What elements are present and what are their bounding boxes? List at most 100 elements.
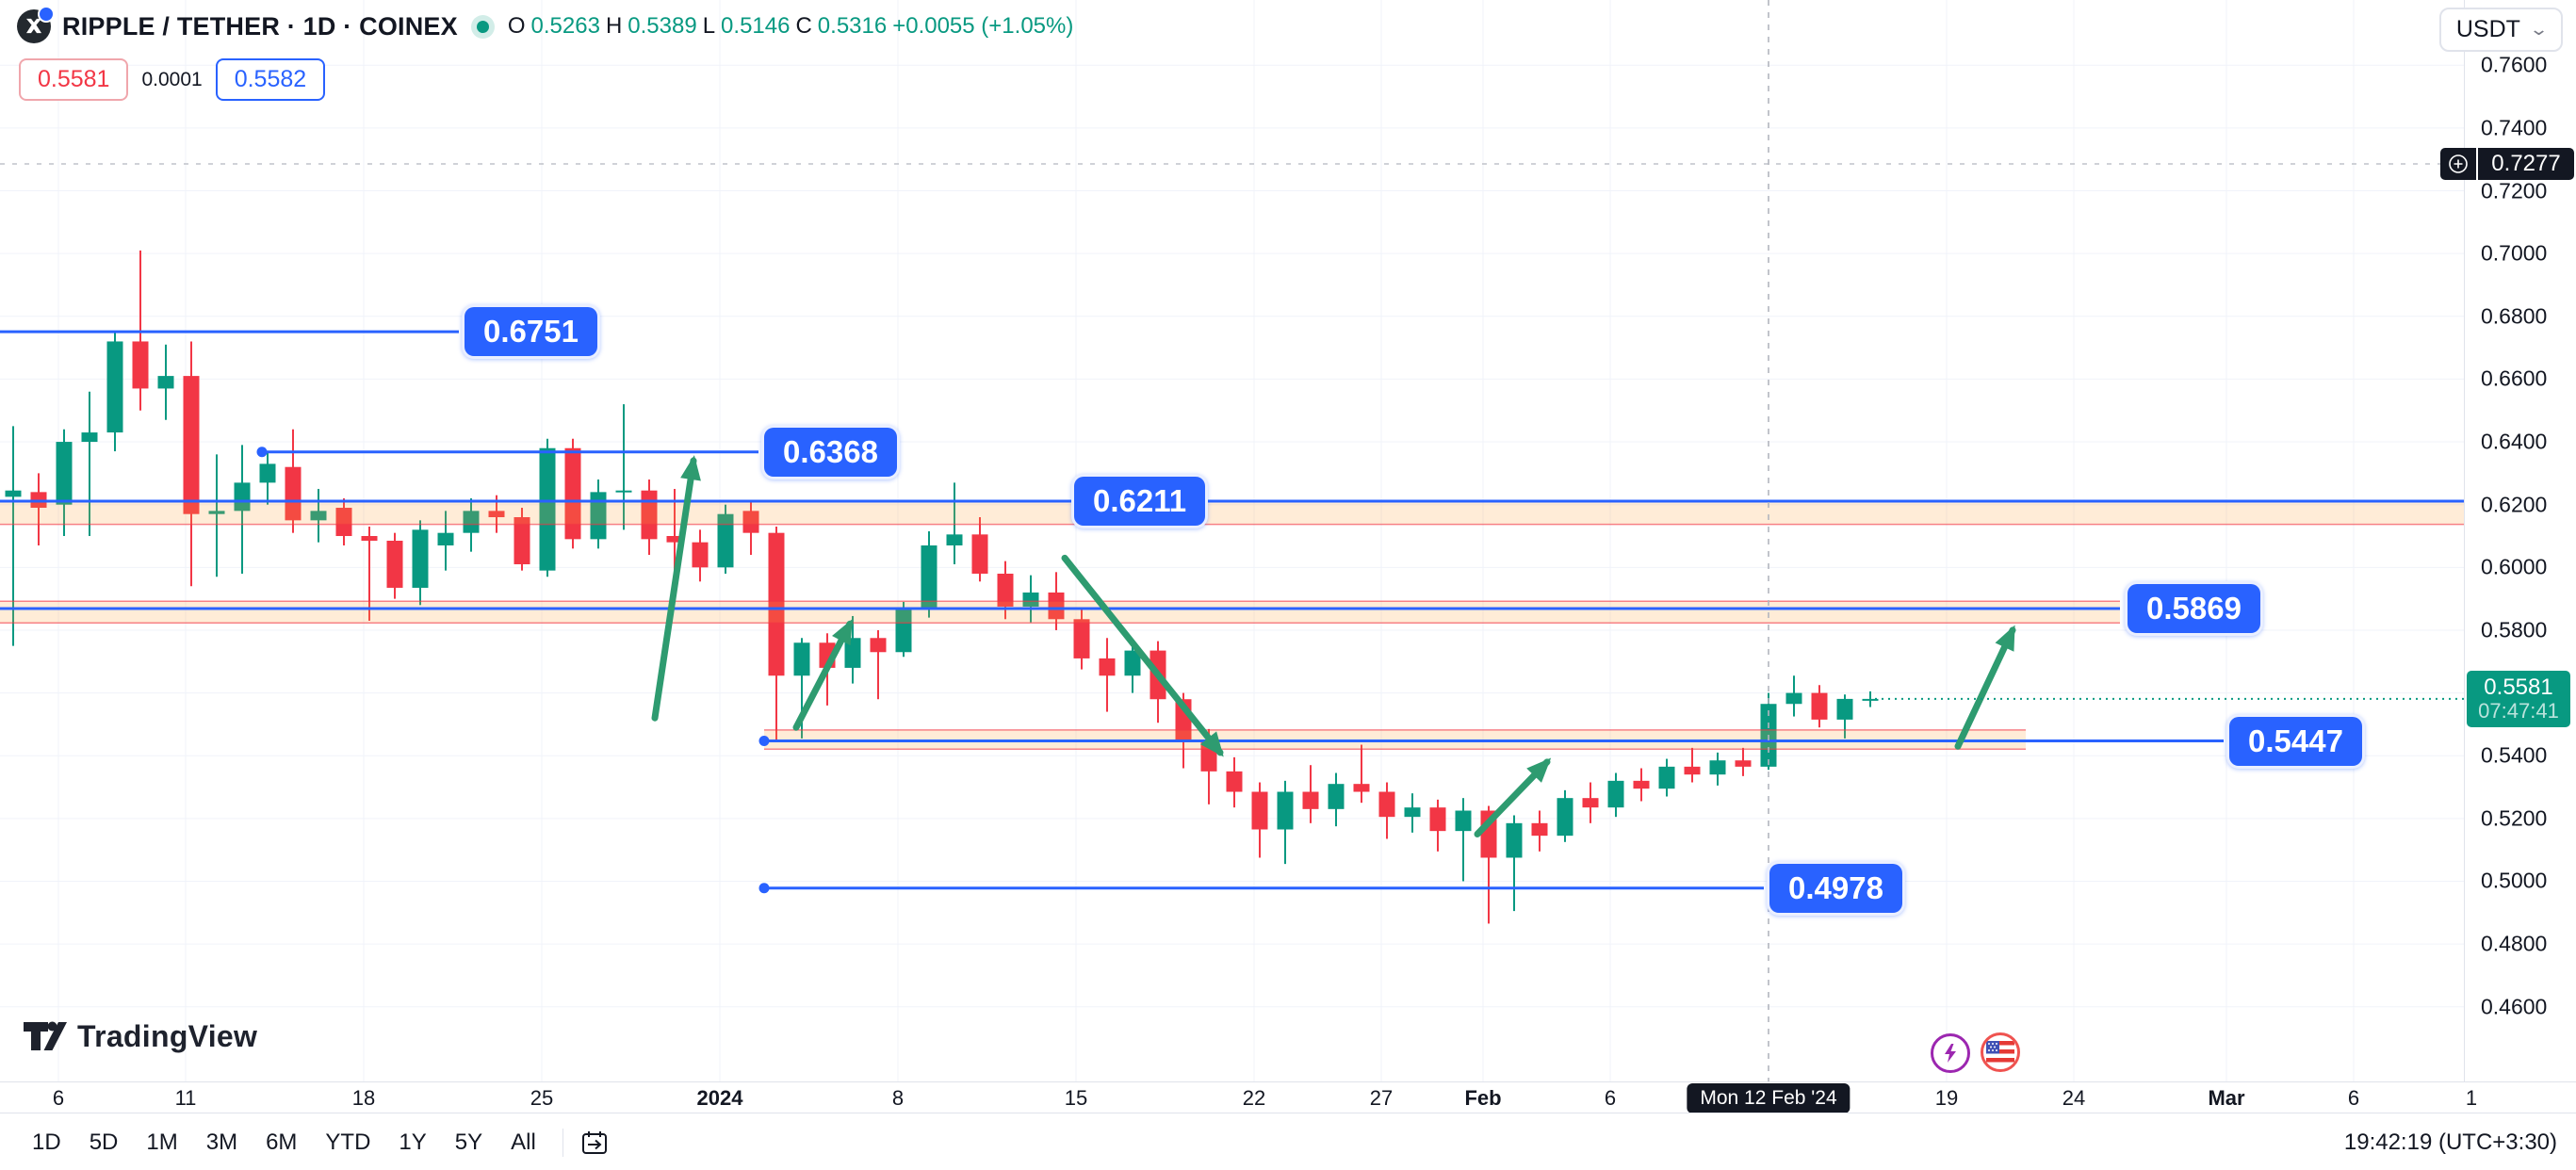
range-button-6m[interactable]: 6M xyxy=(266,1129,298,1155)
level-anchor-dot[interactable] xyxy=(758,736,770,747)
range-button-1y[interactable]: 1Y xyxy=(399,1129,427,1155)
range-button-1d[interactable]: 1D xyxy=(32,1129,61,1155)
price-tick-label: 0.7000 xyxy=(2481,240,2548,266)
candle-body xyxy=(1633,780,1650,789)
candle-body xyxy=(564,447,581,540)
candle-body xyxy=(1048,592,1065,620)
time-tick-label: 24 xyxy=(2062,1086,2086,1110)
candle-body xyxy=(106,341,123,433)
candle-body xyxy=(1277,791,1294,830)
candle-body xyxy=(234,482,251,512)
price-level-badge[interactable]: 0.6751 xyxy=(462,304,600,360)
time-tick-label: 8 xyxy=(891,1086,905,1110)
range-button-3m[interactable]: 3M xyxy=(205,1129,238,1155)
range-button-all[interactable]: All xyxy=(511,1129,536,1155)
price-tick-label: 0.6400 xyxy=(2481,429,2548,454)
crosshair-price-badge: 0.7277 xyxy=(2440,148,2574,180)
range-button-5y[interactable]: 5Y xyxy=(454,1129,483,1155)
candle-body xyxy=(157,376,174,389)
candle-body xyxy=(1404,807,1421,818)
market-status-icon[interactable] xyxy=(476,20,489,33)
range-button-ytd[interactable]: YTD xyxy=(325,1129,371,1155)
clock-utc-label[interactable]: 19:42:19 (UTC+3:30) xyxy=(2343,1129,2557,1155)
candle-body xyxy=(1429,807,1446,832)
candle-body xyxy=(717,513,734,568)
tradingview-watermark[interactable]: TradingView xyxy=(23,1016,257,1057)
trend-arrow[interactable] xyxy=(792,618,854,731)
price-level-badge[interactable]: 0.6368 xyxy=(761,424,900,479)
time-tick-label: 22 xyxy=(1242,1086,1266,1110)
level-anchor-dot[interactable] xyxy=(758,883,770,894)
time-tick-label: 2024 xyxy=(696,1086,743,1110)
symbol-header: RIPPLE / TETHER · 1D · COINEX O 0.5263 H… xyxy=(17,6,1074,101)
time-tick-label: 18 xyxy=(351,1086,376,1110)
ohlc-low-value: 0.5146 xyxy=(721,13,791,39)
price-zone[interactable] xyxy=(0,501,2464,525)
ohlc-change-value: +0.0055 (+1.05%) xyxy=(892,13,1074,39)
currency-dropdown[interactable]: USDT ⌄ xyxy=(2438,8,2563,52)
candle-body xyxy=(81,432,98,443)
price-tick-label: 0.4600 xyxy=(2481,994,2548,1019)
last-price-badge[interactable]: 0.5581 07:47:41 xyxy=(2467,670,2570,727)
candle-body xyxy=(412,529,429,588)
level-anchor-dot[interactable] xyxy=(256,447,268,458)
time-tick-label: 6 xyxy=(2347,1086,2360,1110)
range-button-1m[interactable]: 1M xyxy=(146,1129,178,1155)
candle-body xyxy=(1455,810,1472,832)
candle-body xyxy=(361,536,378,541)
candle-body xyxy=(1073,619,1090,658)
time-tick-label: 6 xyxy=(52,1086,65,1110)
toolbar-divider xyxy=(562,1128,563,1157)
last-price-value: 0.5581 xyxy=(2484,674,2553,700)
trend-arrow[interactable] xyxy=(1954,625,2016,750)
price-level-badge[interactable]: 0.4978 xyxy=(1767,860,1905,916)
trend-arrow[interactable] xyxy=(1061,554,1224,757)
crosshair-date-badge: Mon 12 Feb '24 xyxy=(1687,1083,1850,1113)
bottom-toolbar: 1D 5D 1M 3M 6M YTD 1Y 5Y All 19:42:19 (UTC+3:30) xyxy=(0,1113,2576,1170)
buy-ask-button[interactable]: 0.5582 xyxy=(215,58,326,101)
trend-arrow[interactable] xyxy=(651,455,701,722)
price-level-badge[interactable]: 0.5447 xyxy=(2226,713,2365,769)
time-scale[interactable]: 6 11 18 25 2024 8 15 22 27 Feb 6 19 24 Mar 6 1 xyxy=(0,1081,2576,1113)
ohlc-close-value: 0.5316 xyxy=(817,13,888,39)
xrp-logo-icon[interactable] xyxy=(17,6,55,43)
candle-body xyxy=(1607,780,1624,808)
bar-countdown: 07:47:41 xyxy=(2478,698,2559,723)
trend-arrow[interactable] xyxy=(1474,757,1552,837)
time-tick-label: Mar xyxy=(2208,1086,2245,1110)
price-tick-label: 0.6600 xyxy=(2481,366,2548,391)
symbol-title[interactable]: RIPPLE / TETHER · 1D · COINEX xyxy=(62,11,458,41)
candle-body xyxy=(1353,784,1370,792)
candle-body xyxy=(56,442,73,505)
go-to-date-button[interactable] xyxy=(579,1127,611,1159)
candle-body xyxy=(895,609,912,653)
candle-body xyxy=(1506,822,1523,858)
candle-body xyxy=(539,447,556,571)
date-range-buttons: 1D 5D 1M 3M 6M YTD 1Y 5Y All xyxy=(21,1124,547,1162)
candle-body xyxy=(1658,766,1675,789)
price-scale[interactable]: 0.7600 0.7400 0.7200 0.7000 0.6800 0.6600 0.64… xyxy=(2464,0,2576,1081)
sell-bid-button[interactable]: 0.5581 xyxy=(19,58,129,101)
candle-body xyxy=(742,511,759,533)
price-tick-label: 0.5400 xyxy=(2481,742,2548,768)
ohlc-open-label: O xyxy=(507,13,526,39)
price-tick-label: 0.6200 xyxy=(2481,492,2548,517)
ohlc-close-label: C xyxy=(795,13,812,39)
time-tick-label: 11 xyxy=(174,1086,197,1110)
candle-body xyxy=(310,511,327,521)
economic-event-lightning-icon[interactable] xyxy=(1931,1033,1970,1073)
range-button-5d[interactable]: 5D xyxy=(89,1129,119,1155)
price-level-badge[interactable]: 0.6211 xyxy=(1071,474,1209,529)
candle-body xyxy=(1328,784,1345,809)
us-economic-event-flag-icon[interactable] xyxy=(1981,1032,2020,1072)
candle-body xyxy=(1557,798,1573,837)
price-zone[interactable] xyxy=(0,601,2120,624)
plus-circle-icon[interactable] xyxy=(2440,148,2476,180)
price-tick-label: 0.7200 xyxy=(2481,178,2548,203)
candle-body xyxy=(1251,791,1268,830)
price-level-badge[interactable]: 0.5869 xyxy=(2125,580,2263,636)
ohlc-low-label: L xyxy=(702,13,716,39)
candle-body xyxy=(1378,791,1395,818)
candle-body xyxy=(208,511,225,514)
